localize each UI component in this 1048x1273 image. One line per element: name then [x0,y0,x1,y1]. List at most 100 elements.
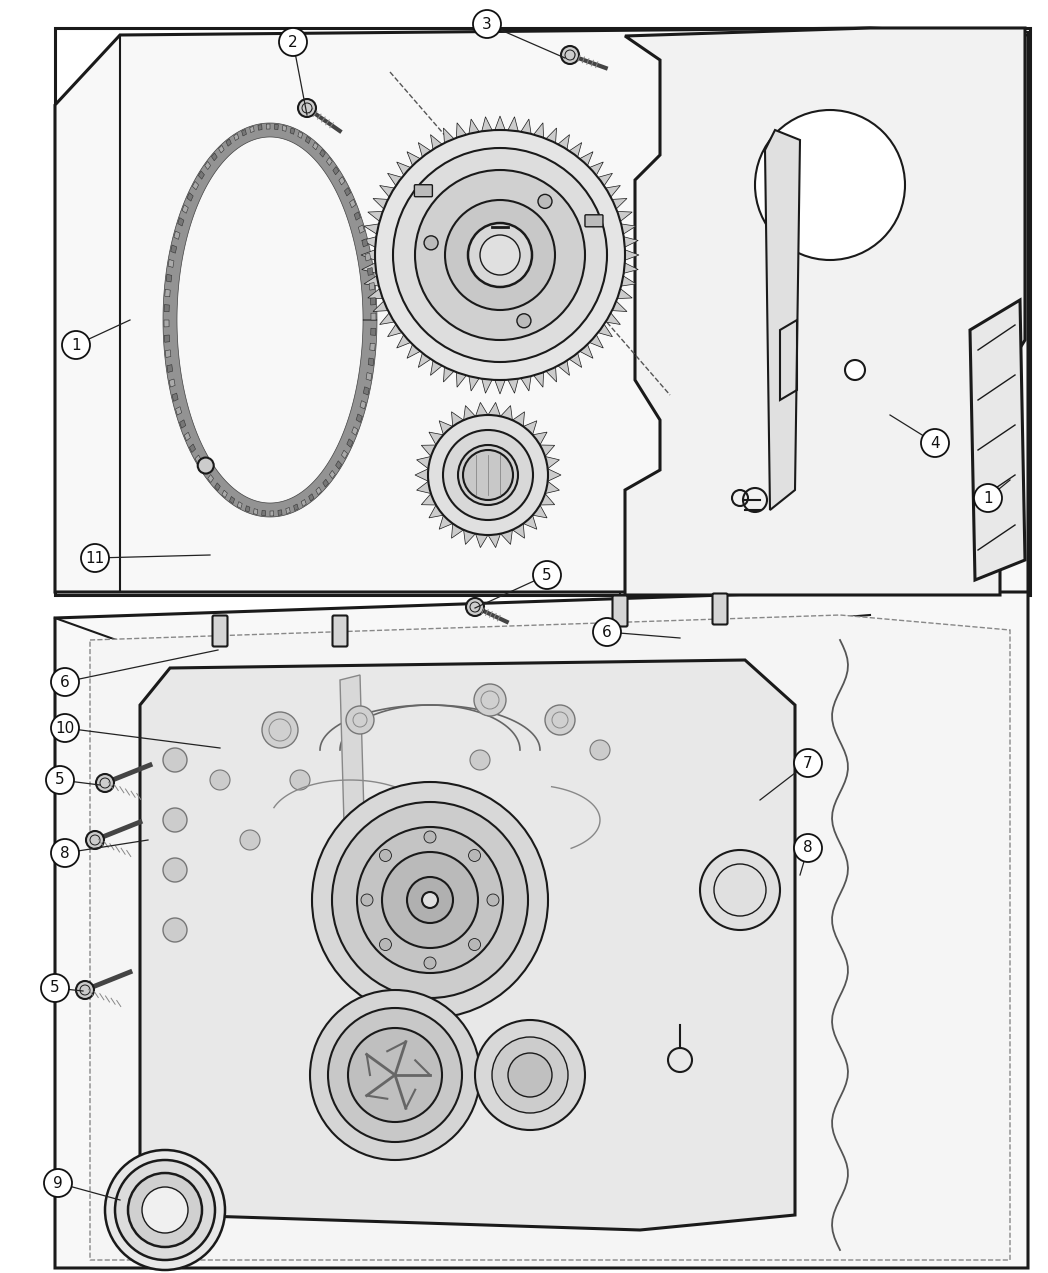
Polygon shape [293,504,299,510]
Polygon shape [523,421,537,435]
Circle shape [141,1186,188,1234]
Polygon shape [368,358,374,365]
Circle shape [379,849,392,862]
Polygon shape [169,379,175,387]
Polygon shape [362,237,376,247]
Circle shape [105,1150,225,1270]
Polygon shape [488,533,501,547]
Circle shape [492,1037,568,1113]
Circle shape [46,766,74,794]
Polygon shape [540,446,554,457]
Circle shape [517,313,531,327]
Polygon shape [198,171,204,179]
Circle shape [921,429,949,457]
Polygon shape [482,378,493,393]
Circle shape [424,831,436,843]
Circle shape [41,974,69,1002]
Polygon shape [323,479,328,488]
Circle shape [163,808,187,833]
Polygon shape [165,304,170,312]
Polygon shape [508,117,519,131]
Polygon shape [431,360,442,376]
Polygon shape [598,325,612,336]
Circle shape [163,918,187,942]
Polygon shape [370,344,375,350]
Circle shape [590,740,610,760]
Polygon shape [431,135,442,149]
Polygon shape [362,262,376,274]
Polygon shape [370,298,375,306]
Polygon shape [171,244,177,253]
Polygon shape [356,414,363,423]
Text: 4: 4 [931,435,940,451]
Polygon shape [373,199,388,209]
Polygon shape [476,533,488,547]
Polygon shape [421,446,436,457]
Polygon shape [286,508,290,513]
Polygon shape [365,253,371,261]
Polygon shape [366,373,372,381]
FancyBboxPatch shape [213,616,227,647]
Polygon shape [364,224,379,234]
Polygon shape [329,471,335,479]
Circle shape [279,28,307,56]
Text: 6: 6 [60,675,70,690]
Polygon shape [373,300,388,312]
Circle shape [198,457,214,474]
Polygon shape [625,250,639,260]
Text: 8: 8 [803,840,813,855]
Polygon shape [443,129,454,143]
Polygon shape [219,145,224,153]
Circle shape [332,802,528,998]
Polygon shape [468,376,479,391]
Text: 8: 8 [60,845,70,861]
Polygon shape [452,411,463,426]
Polygon shape [215,482,220,490]
Polygon shape [270,510,274,516]
Polygon shape [532,505,547,518]
Polygon shape [361,401,366,409]
Circle shape [290,770,310,791]
Polygon shape [165,335,170,342]
Polygon shape [234,134,239,140]
Circle shape [424,957,436,969]
Circle shape [700,850,780,931]
Polygon shape [508,378,519,393]
Polygon shape [532,432,547,446]
Circle shape [538,195,552,209]
Polygon shape [312,143,319,150]
Polygon shape [140,659,795,1230]
Circle shape [845,360,865,381]
Polygon shape [580,151,593,165]
Text: 7: 7 [803,755,813,770]
FancyBboxPatch shape [612,596,628,626]
Polygon shape [463,406,476,420]
Polygon shape [429,432,443,446]
Polygon shape [176,406,181,415]
Polygon shape [457,372,466,387]
Polygon shape [468,120,479,134]
Polygon shape [606,186,620,197]
Circle shape [375,130,625,381]
Polygon shape [167,274,172,283]
Circle shape [458,446,518,505]
Polygon shape [278,509,282,516]
Polygon shape [371,313,376,320]
Polygon shape [418,143,431,157]
Polygon shape [309,494,314,502]
Polygon shape [397,335,411,348]
Polygon shape [569,353,582,368]
Polygon shape [621,224,636,234]
Polygon shape [407,151,420,165]
Polygon shape [335,461,342,468]
Text: 5: 5 [50,980,60,995]
Circle shape [415,171,585,340]
Circle shape [361,894,373,906]
Circle shape [210,770,230,791]
Circle shape [81,544,109,572]
Polygon shape [290,127,294,134]
Circle shape [346,707,374,735]
Circle shape [487,894,499,906]
Polygon shape [495,379,505,395]
Polygon shape [501,406,512,420]
